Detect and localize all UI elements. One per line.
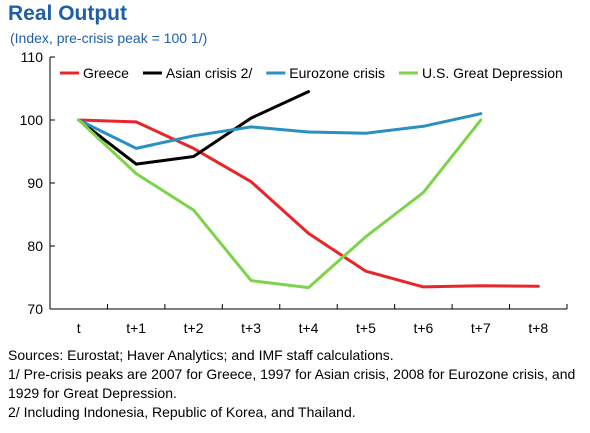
x-tick-label: t+6 [413, 320, 433, 336]
legend-label: Greece [83, 65, 129, 81]
series-line [77, 112, 483, 150]
series-line [77, 90, 310, 166]
chart-subtitle: (Index, pre-crisis peak = 100 1/) [10, 30, 208, 46]
series-line [77, 118, 540, 289]
x-tick-label: t [77, 320, 81, 336]
footnote-1: 1/ Pre-crisis peaks are 2007 for Greece,… [8, 366, 576, 401]
x-tick-label: t+4 [299, 320, 319, 336]
y-tick-label: 110 [21, 49, 44, 65]
x-tick-label: t+7 [471, 320, 491, 336]
y-tick-label: 100 [20, 112, 44, 128]
chart-notes: Sources: Eurostat; Haver Analytics; and … [8, 346, 586, 422]
legend-label: Asian crisis 2/ [166, 65, 252, 81]
x-tick-label: t+3 [241, 320, 261, 336]
x-tick-label: t+2 [184, 320, 204, 336]
legend-label: U.S. Great Depression [422, 65, 563, 81]
footnote-2: 2/ Including Indonesia, Republic of Kore… [8, 404, 356, 420]
x-tick-label: t+1 [126, 320, 146, 336]
y-tick-label: 80 [27, 238, 43, 254]
x-tick-label: t+5 [356, 320, 376, 336]
y-tick-label: 70 [27, 301, 43, 317]
chart-title: Real Output [8, 2, 127, 25]
sources-note: Sources: Eurostat; Haver Analytics; and … [8, 347, 394, 363]
series-line [77, 118, 483, 290]
legend-label: Eurozone crisis [289, 65, 385, 81]
y-tick-label: 90 [27, 175, 43, 191]
line-chart: 70 80 90 100 110 t t+1 t+2 t+3 t+4 t+5 t+6 t+7 t+8 Gre… [20, 49, 568, 336]
x-tick-label: t+8 [528, 320, 548, 336]
